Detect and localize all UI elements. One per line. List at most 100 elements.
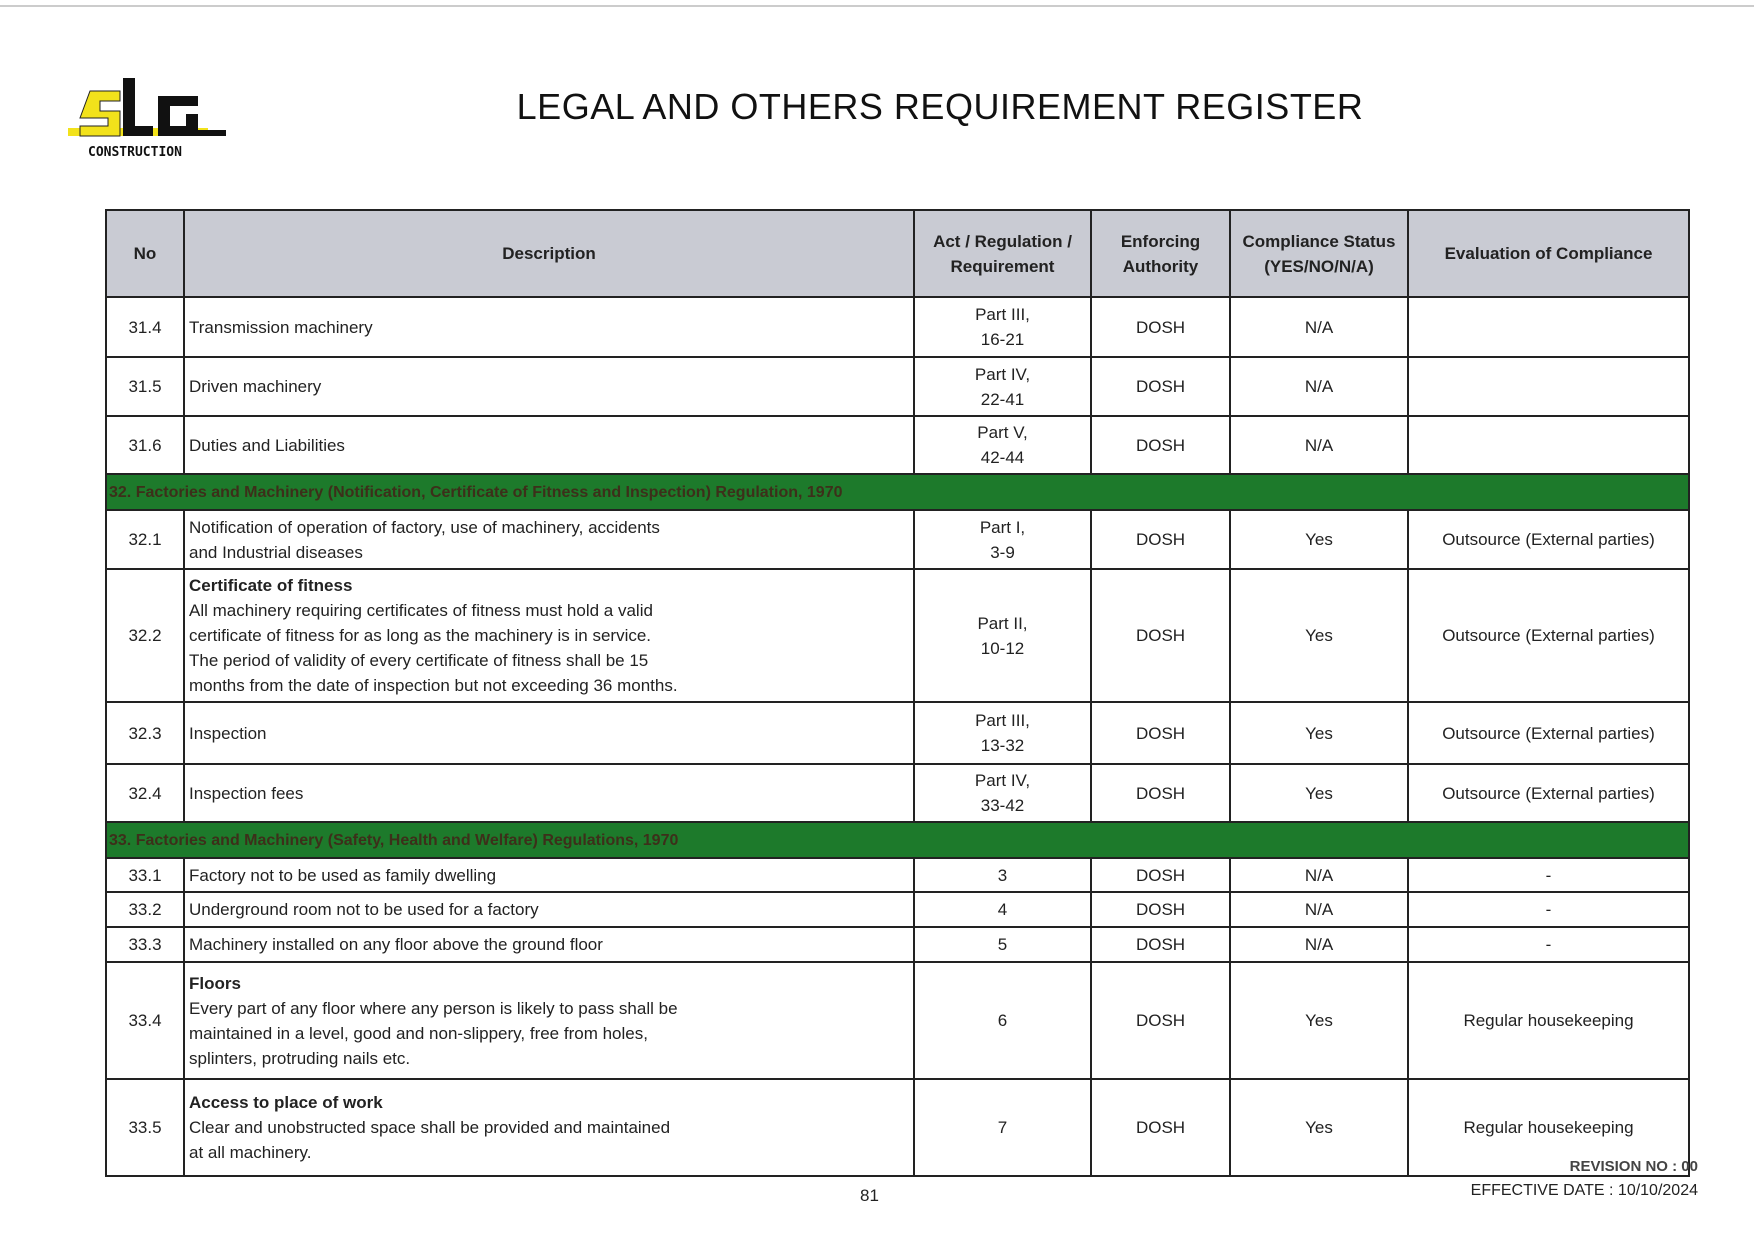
row-act-reference: 7	[913, 1078, 1092, 1177]
row-enforcing-authority: DOSH	[1090, 857, 1231, 893]
description-text: Machinery installed on any floor above t…	[189, 935, 603, 954]
row-act-reference: 3	[913, 857, 1092, 893]
section-title: 32. Factories and Machinery (Notificatio…	[105, 473, 1690, 511]
row-description: Certificate of fitness All machinery requ…	[183, 568, 915, 703]
effective-date: EFFECTIVE DATE : 10/10/2024	[1470, 1182, 1698, 1199]
slg-logo-icon: CONSTRUCTION	[68, 78, 226, 160]
page-title: LEGAL AND OTHERS REQUIREMENT REGISTER	[516, 86, 1364, 127]
row-act-reference: Part V, 42-44	[913, 415, 1092, 475]
table-row: 33.4 Floors Every part of any floor where …	[105, 961, 1690, 1080]
row-evaluation: -	[1407, 926, 1690, 963]
row-act-reference: 4	[913, 891, 1092, 928]
row-compliance-status: Yes	[1229, 701, 1409, 765]
row-description: Machinery installed on any floor above t…	[183, 926, 915, 963]
section-header-row: 33. Factories and Machinery (Safety, Hea…	[105, 821, 1690, 859]
table-row: 33.2 Underground room not to be used for …	[105, 891, 1690, 928]
column-header-act: Act / Regulation / Requirement	[913, 209, 1092, 298]
row-evaluation: -	[1407, 857, 1690, 893]
table-row: 33.5 Access to place of work Clear and uno…	[105, 1078, 1690, 1177]
row-enforcing-authority: DOSH	[1090, 701, 1231, 765]
column-header-description: Description	[183, 209, 915, 298]
row-act-reference: Part II, 10-12	[913, 568, 1092, 703]
row-description: Notification of operation of factory, us…	[183, 509, 915, 570]
row-compliance-status: Yes	[1229, 961, 1409, 1080]
requirements-table: No Description Act / Regulation / Requir…	[105, 209, 1690, 1177]
row-number: 31.4	[105, 296, 185, 358]
row-number: 33.4	[105, 961, 185, 1080]
table-row: 32.3 Inspection Part III, 13-32 DOSH Yes Outs…	[105, 701, 1690, 765]
table-row: 33.3 Machinery installed on any floor abo…	[105, 926, 1690, 963]
row-compliance-status: N/A	[1229, 891, 1409, 928]
row-evaluation	[1407, 296, 1690, 358]
row-number: 33.1	[105, 857, 185, 893]
row-compliance-status: Yes	[1229, 1078, 1409, 1177]
row-enforcing-authority: DOSH	[1090, 926, 1231, 963]
row-number: 32.2	[105, 568, 185, 703]
svg-text:CONSTRUCTION: CONSTRUCTION	[88, 145, 182, 160]
row-enforcing-authority: DOSH	[1090, 296, 1231, 358]
description-title: Floors	[189, 973, 241, 993]
row-act-reference: Part III, 13-32	[913, 701, 1092, 765]
table-row: 31.5 Driven machinery Part IV, 22-41 DOSH N/…	[105, 356, 1690, 417]
row-compliance-status: N/A	[1229, 296, 1409, 358]
row-evaluation	[1407, 356, 1690, 417]
row-compliance-status: Yes	[1229, 509, 1409, 570]
row-compliance-status: N/A	[1229, 356, 1409, 417]
table-row: 33.1 Factory not to be used as family dwe…	[105, 857, 1690, 893]
description-text: Duties and Liabilities	[189, 435, 345, 455]
description-text: Driven machinery	[189, 377, 322, 396]
column-header-no: No	[105, 209, 185, 298]
description-title: Certificate of fitness	[189, 576, 353, 595]
row-description: Inspection	[183, 701, 915, 765]
description-text: Underground room not to be used for a fa…	[189, 900, 539, 919]
description-text: Clear and unobstructed space shall be pr…	[189, 1118, 671, 1162]
company-logo: CONSTRUCTION	[68, 76, 243, 166]
row-description: Duties and Liabilities	[183, 415, 915, 475]
page-number: 81	[860, 1186, 879, 1205]
row-act-reference: Part I, 3-9	[913, 509, 1092, 570]
section-header-row: 32. Factories and Machinery (Notificatio…	[105, 473, 1690, 511]
row-evaluation: -	[1407, 891, 1690, 928]
table-row: 31.4 Transmission machinery Part III, 16-2…	[105, 296, 1690, 358]
row-act-reference: 6	[913, 961, 1092, 1080]
row-enforcing-authority: DOSH	[1090, 509, 1231, 570]
row-enforcing-authority: DOSH	[1090, 961, 1231, 1080]
description-text: Every part of any floor where any person…	[189, 998, 678, 1068]
row-enforcing-authority: DOSH	[1090, 356, 1231, 417]
row-enforcing-authority: DOSH	[1090, 763, 1231, 823]
column-header-authority: Enforcing Authority	[1090, 209, 1231, 298]
row-evaluation	[1407, 415, 1690, 475]
column-header-status: Compliance Status (YES/NO/N/A)	[1229, 209, 1409, 298]
row-number: 32.4	[105, 763, 185, 823]
table-row: 31.6 Duties and Liabilities Part V, 42-44 D…	[105, 415, 1690, 475]
description-text: Inspection	[189, 723, 267, 743]
row-evaluation: Regular housekeeping	[1407, 961, 1690, 1080]
row-number: 33.5	[105, 1078, 185, 1177]
description-text: Notification of operation of factory, us…	[189, 517, 660, 562]
description-title: Access to place of work	[189, 1093, 383, 1112]
row-description: Inspection fees	[183, 763, 915, 823]
row-act-reference: Part IV, 22-41	[913, 356, 1092, 417]
row-number: 32.1	[105, 509, 185, 570]
table-row: 32.1 Notification of operation of factory…	[105, 509, 1690, 570]
table-header-row: No Description Act / Regulation / Requir…	[105, 209, 1690, 298]
row-enforcing-authority: DOSH	[1090, 415, 1231, 475]
description-text: Transmission machinery	[189, 317, 373, 337]
row-evaluation: Outsource (External parties)	[1407, 509, 1690, 570]
row-number: 33.2	[105, 891, 185, 928]
row-evaluation: Regular housekeeping	[1407, 1078, 1690, 1177]
row-compliance-status: N/A	[1229, 926, 1409, 963]
row-number: 32.3	[105, 701, 185, 765]
column-header-evaluation: Evaluation of Compliance	[1407, 209, 1690, 298]
row-compliance-status: N/A	[1229, 857, 1409, 893]
description-text: Factory not to be used as family dwellin…	[189, 865, 497, 885]
row-enforcing-authority: DOSH	[1090, 891, 1231, 928]
revision-number: REVISION NO : 00	[1569, 1158, 1698, 1175]
row-compliance-status: Yes	[1229, 568, 1409, 703]
row-act-reference: 5	[913, 926, 1092, 963]
row-description: Access to place of work Clear and unobstr…	[183, 1078, 915, 1177]
description-text: All machinery requiring certificates of …	[189, 601, 678, 695]
row-description: Underground room not to be used for a fa…	[183, 891, 915, 928]
row-number: 31.6	[105, 415, 185, 475]
row-evaluation: Outsource (External parties)	[1407, 568, 1690, 703]
